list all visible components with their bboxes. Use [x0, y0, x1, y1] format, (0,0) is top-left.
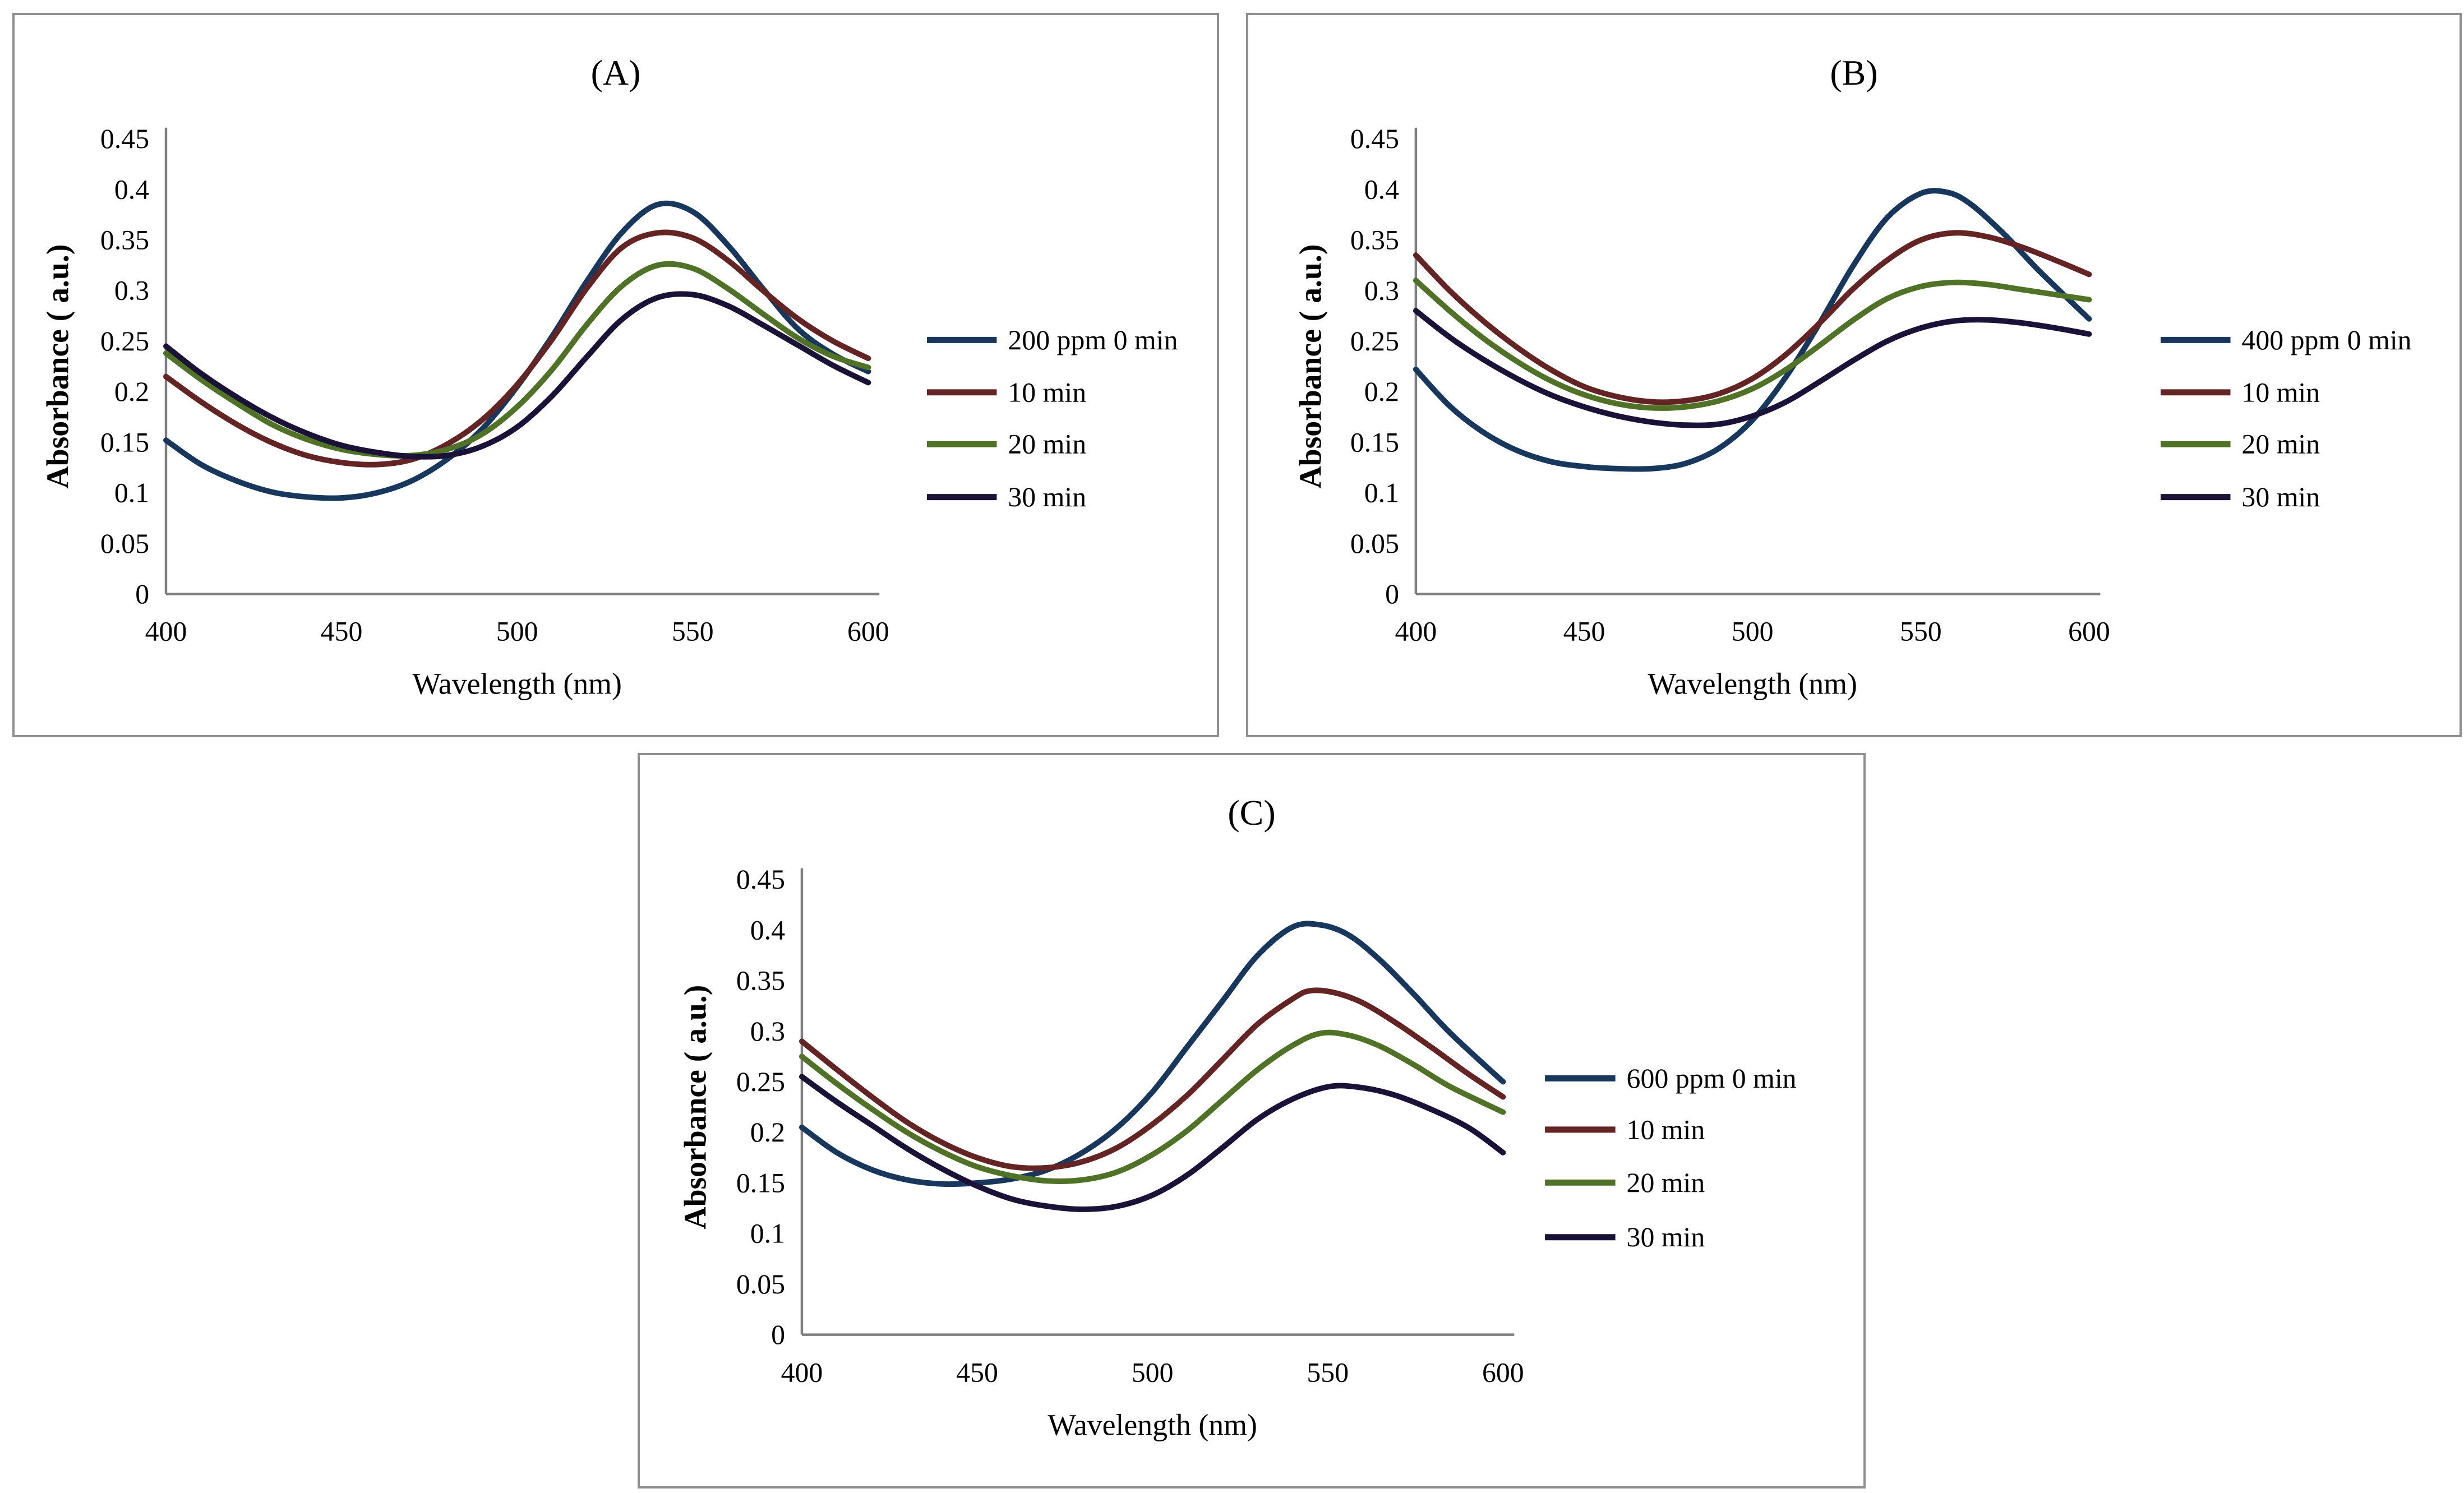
- legend-item-label: 20 min: [1627, 1167, 1705, 1198]
- x-tick-label: 600: [847, 616, 889, 647]
- y-tick-label: 0.35: [1350, 225, 1399, 256]
- series-curve-20-min: [799, 1029, 1506, 1184]
- chart-C-absorbance-spectra: 0 0.05 0.1 0.15 0.2 0.25 0.3 0.35 0.4 0.45 400 450 5…: [679, 864, 1797, 1442]
- y-tick-label: 0.15: [736, 1168, 785, 1199]
- y-tick-label: 0.1: [114, 478, 149, 509]
- y-tick-label: 0: [1385, 579, 1399, 609]
- x-tick-label: 500: [1732, 616, 1774, 647]
- legend-item-label: 20 min: [2241, 429, 2320, 460]
- x-tick-label: 600: [1482, 1357, 1524, 1388]
- y-tick-label: 0.35: [736, 965, 785, 996]
- y-tick-label: 0.45: [100, 123, 149, 154]
- y-tick-label: 0.3: [114, 275, 149, 306]
- series-curve-600-ppm-0-min: [799, 921, 1506, 1187]
- legend-item-label: 20 min: [1008, 429, 1086, 460]
- y-tick-label: 0.15: [100, 427, 149, 457]
- x-tick-label: 550: [672, 616, 714, 647]
- x-axis-label: Wavelength (nm): [412, 667, 622, 701]
- y-tick-label: 0: [135, 579, 149, 609]
- y-tick-label: 0.05: [1350, 528, 1399, 559]
- y-tick-label: 0.4: [114, 174, 149, 205]
- panel-C-title: (C): [1228, 793, 1276, 833]
- chart-A-absorbance-spectra: 0 0.05 0.1 0.15 0.2 0.25 0.3 0.35 0.4 0.45 400 450 5…: [41, 123, 1178, 701]
- y-tick-label: 0.45: [1350, 123, 1399, 154]
- panel-A-title: (A): [590, 53, 641, 93]
- x-tick-label: 600: [2068, 616, 2110, 647]
- y-tick-label: 0.25: [100, 326, 149, 357]
- y-tick-label: 0.35: [100, 225, 149, 256]
- y-tick-label: 0.3: [1364, 275, 1399, 306]
- chart-B-absorbance-spectra: 0 0.05 0.1 0.15 0.2 0.25 0.3 0.35 0.4 0.45 400 450 5…: [1294, 123, 2412, 701]
- y-tick-label: 0.4: [750, 914, 785, 945]
- y-axis-label: Absorbance ( a.u.): [679, 985, 713, 1229]
- y-tick-label: 0.25: [1350, 326, 1399, 357]
- y-tick-label: 0.4: [1364, 174, 1399, 205]
- legend-item-label: 30 min: [2241, 482, 2320, 512]
- panel-B: (B) 0 0.05 0.1 0.15 0.2 0.25 0.3 0.35 0.4 0.45 400…: [1246, 13, 2462, 737]
- x-tick-label: 550: [1900, 616, 1942, 647]
- x-axis-label: Wavelength (nm): [1648, 667, 1857, 701]
- x-tick-label: 450: [1563, 616, 1605, 647]
- y-tick-label: 0.3: [750, 1016, 785, 1047]
- y-tick-label: 0.2: [1364, 376, 1399, 407]
- series-curve-30-min: [1413, 308, 2092, 428]
- y-tick-label: 0.2: [114, 376, 149, 407]
- x-tick-label: 550: [1307, 1357, 1349, 1388]
- y-tick-label: 0.2: [750, 1117, 785, 1148]
- x-tick-label: 400: [145, 616, 187, 647]
- x-tick-label: 450: [956, 1357, 998, 1388]
- panel-A: (A) 0 0.05 0.1 0.15 0.2 0.25 0.3 0.35 0.4 0.45 400…: [12, 13, 1219, 737]
- y-tick-label: 0.05: [736, 1269, 785, 1300]
- series-curve-30-min: [163, 291, 871, 460]
- panel-B-title: (B): [1830, 53, 1878, 93]
- legend-item-label: 30 min: [1627, 1222, 1705, 1252]
- y-tick-label: 0.25: [736, 1066, 785, 1097]
- y-tick-label: 0: [771, 1319, 785, 1350]
- x-tick-label: 500: [496, 616, 538, 647]
- y-tick-label: 0.05: [100, 528, 149, 559]
- y-tick-label: 0.1: [1364, 478, 1399, 509]
- series-curve-10-min: [799, 987, 1506, 1171]
- legend-item-label: 10 min: [1008, 377, 1086, 408]
- y-axis-label: Absorbance ( a.u.): [41, 244, 76, 489]
- series-curve-10-min: [1413, 230, 2092, 405]
- legend-item-label: 30 min: [1008, 482, 1086, 512]
- legend-item-label: 10 min: [2241, 377, 2320, 408]
- legend-item-label: 600 ppm 0 min: [1627, 1063, 1797, 1094]
- series-curve-30-min: [799, 1074, 1506, 1212]
- series-curve-200-ppm-0-min: [163, 200, 871, 501]
- panel-C: (C) 0 0.05 0.1 0.15 0.2 0.25 0.3 0.35 0.4 0.45 400…: [638, 753, 1866, 1489]
- legend-item-label: 10 min: [1627, 1114, 1705, 1145]
- x-tick-label: 500: [1132, 1357, 1174, 1388]
- y-tick-label: 0.1: [750, 1218, 785, 1249]
- x-axis-label: Wavelength (nm): [1048, 1408, 1257, 1442]
- legend-item-label: 200 ppm 0 min: [1008, 325, 1178, 355]
- x-tick-label: 400: [781, 1357, 823, 1388]
- x-tick-label: 400: [1395, 616, 1437, 647]
- x-tick-label: 450: [321, 616, 363, 647]
- y-tick-label: 0.45: [736, 864, 785, 895]
- legend-item-label: 400 ppm 0 min: [2241, 325, 2411, 355]
- series-curve-400-ppm-0-min: [1413, 188, 2092, 472]
- y-axis-label: Absorbance ( a.u.): [1294, 244, 1328, 489]
- y-tick-label: 0.15: [1350, 427, 1399, 457]
- series-curve-10-min: [163, 229, 871, 468]
- series-curve-20-min: [1413, 278, 2092, 411]
- series-curve-20-min: [163, 261, 871, 459]
